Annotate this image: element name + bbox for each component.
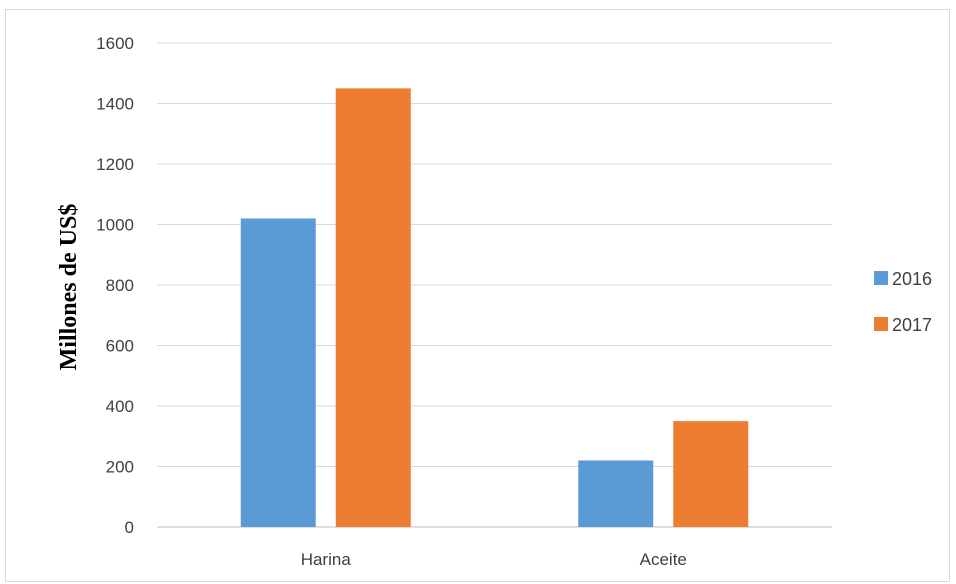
axes: 0 200 400 600 800 1000 1200 1400 1600 Harina Aceit… [96, 34, 687, 569]
bars [240, 88, 749, 527]
y-tick-label: 1200 [96, 155, 134, 174]
y-tick-label: 1400 [96, 95, 134, 114]
y-tick-label: 600 [106, 337, 134, 356]
chart-frame [5, 9, 950, 582]
bar-aceite-2016 [578, 460, 654, 527]
y-tick-label: 0 [125, 518, 134, 537]
y-axis-title: Millones de US$ [56, 204, 82, 371]
y-tick-label: 400 [106, 397, 134, 416]
legend: 2016 2017 [874, 269, 932, 335]
x-category-label: Aceite [640, 550, 687, 569]
y-tick-label: 1600 [96, 34, 134, 53]
legend-swatch [874, 317, 888, 331]
legend-label: 2017 [892, 315, 932, 335]
legend-swatch [874, 271, 888, 285]
bar-harina-2017 [335, 88, 411, 527]
bar-harina-2016 [240, 218, 316, 527]
x-category-label: Harina [301, 550, 352, 569]
bar-aceite-2017 [673, 421, 749, 527]
y-tick-label: 200 [106, 458, 134, 477]
y-tick-label: 800 [106, 276, 134, 295]
legend-label: 2016 [892, 269, 932, 289]
y-tick-label: 1000 [96, 216, 134, 235]
